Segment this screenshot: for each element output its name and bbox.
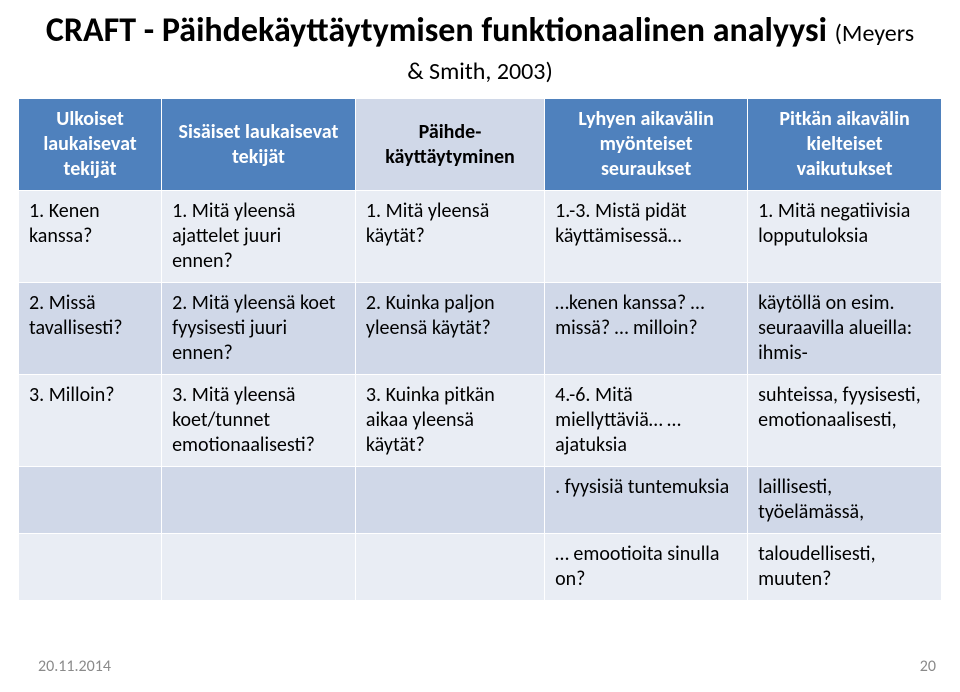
cell	[355, 534, 544, 601]
table-row: 1. Kenen kanssa? 1. Mitä yleensä ajattel…	[19, 191, 942, 283]
cell: 3. Milloin?	[19, 375, 162, 467]
cell: 2. Kuinka paljon yleensä käytät?	[355, 283, 544, 375]
cell: 1. Mitä yleensä käytät?	[355, 191, 544, 283]
cell: käytöllä on esim. seuraavilla alueilla: …	[748, 283, 942, 375]
col-header-substance-behavior: Päihde-käyttäytyminen	[355, 99, 544, 191]
cell: . fyysisiä tuntemuksia	[545, 467, 748, 534]
cell	[162, 467, 356, 534]
col-header-external-triggers: Ulkoiset laukaisevat tekijät	[19, 99, 162, 191]
col-header-internal-triggers: Sisäiset laukaisevat tekijät	[162, 99, 356, 191]
table-row: 2. Missä tavallisesti? 2. Mitä yleensä k…	[19, 283, 942, 375]
cell	[162, 534, 356, 601]
cell: taloudellisesti, muuten?	[748, 534, 942, 601]
table-row: . fyysisiä tuntemuksia laillisesti, työe…	[19, 467, 942, 534]
cell	[19, 534, 162, 601]
table-row: … emootioita sinulla on? taloudellisesti…	[19, 534, 942, 601]
footer-date: 20.11.2014	[38, 657, 111, 676]
cell: 1. Mitä negatiivisia lopputuloksia	[748, 191, 942, 283]
cell	[19, 467, 162, 534]
cell: 4.-6. Mitä miellyttäviä… … ajatuksia	[545, 375, 748, 467]
analysis-table: Ulkoiset laukaisevat tekijät Sisäiset la…	[18, 98, 942, 601]
cell: suhteissa, fyysisesti, emotionaalisesti,	[748, 375, 942, 467]
table-row: 3. Milloin? 3. Mitä yleensä koet/tunnet …	[19, 375, 942, 467]
col-header-short-term-pos: Lyhyen aikavälin myönteiset seuraukset	[545, 99, 748, 191]
slide: CRAFT - Päihdekäyttäytymisen funktionaal…	[0, 0, 960, 692]
cell: 2. Missä tavallisesti?	[19, 283, 162, 375]
table-header-row: Ulkoiset laukaisevat tekijät Sisäiset la…	[19, 99, 942, 191]
slide-title: CRAFT - Päihdekäyttäytymisen funktionaal…	[40, 12, 920, 88]
cell	[355, 467, 544, 534]
cell: 1. Mitä yleensä ajattelet juuri ennen?	[162, 191, 356, 283]
cell: … emootioita sinulla on?	[545, 534, 748, 601]
cell: laillisesti, työelämässä,	[748, 467, 942, 534]
col-header-long-term-neg: Pitkän aikavälin kielteiset vaikutukset	[748, 99, 942, 191]
footer-page-number: 20	[920, 657, 936, 676]
cell: …kenen kanssa? … missä? … milloin?	[545, 283, 748, 375]
cell: 1. Kenen kanssa?	[19, 191, 162, 283]
cell: 1.-3. Mistä pidät käyttämisessä…	[545, 191, 748, 283]
cell: 3. Kuinka pitkän aikaa yleensä käytät?	[355, 375, 544, 467]
title-main: CRAFT - Päihdekäyttäytymisen funktionaal…	[46, 10, 835, 51]
cell: 3. Mitä yleensä koet/tunnet emotionaalis…	[162, 375, 356, 467]
cell: 2. Mitä yleensä koet fyysisesti juuri en…	[162, 283, 356, 375]
